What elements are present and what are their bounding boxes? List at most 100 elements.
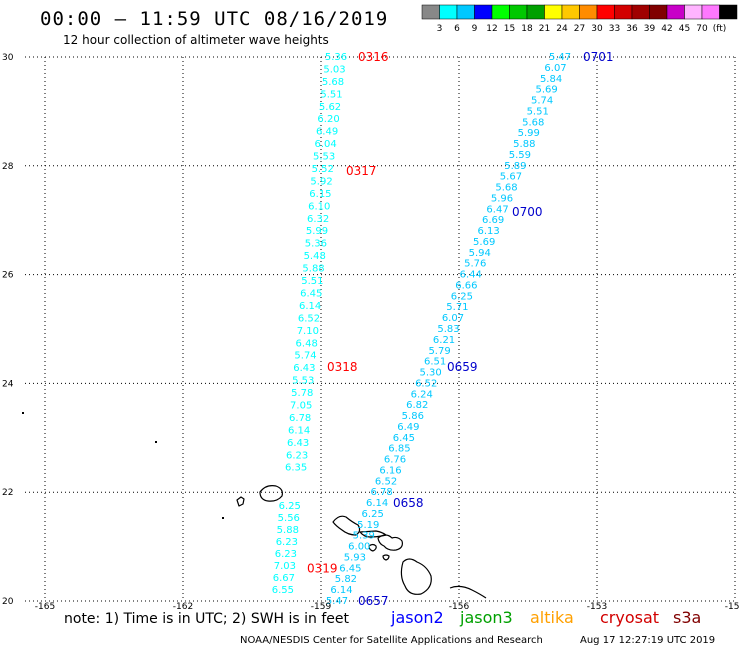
swh-value-cryosat: 6.14 [288, 425, 310, 436]
swh-value-jason2: 6.14 [330, 585, 352, 596]
legend-swatch [701, 4, 720, 20]
time-label-jason2: 0658 [393, 496, 424, 510]
x-tick-label: -150 [725, 602, 740, 612]
map-grid [25, 56, 736, 602]
time-label-cryosat: 0317 [346, 164, 377, 178]
swh-value-jason2: 5.89 [504, 161, 526, 172]
swh-value-cryosat: 6.43 [287, 438, 309, 449]
swh-value-cryosat: 6.43 [293, 363, 315, 374]
swh-value-jason2: 5.94 [469, 248, 491, 259]
page-subtitle: 12 hour collection of altimeter wave hei… [63, 33, 329, 47]
swh-value-cryosat: 6.32 [307, 214, 329, 225]
swh-value-cryosat: 7.03 [274, 561, 296, 572]
legend-label: 36 [626, 24, 638, 34]
legend-label: 30 [591, 24, 603, 34]
swh-value-cryosat: 5.78 [291, 388, 313, 399]
time-label-jason2: 0657 [358, 594, 389, 608]
y-tick-label: 26 [2, 271, 14, 281]
swh-value-jason2: 5.93 [344, 552, 366, 563]
legend-label: 70 [696, 24, 708, 34]
islet-dot [155, 441, 157, 443]
swh-value-cryosat: 5.52 [312, 164, 334, 175]
y-tick-label: 28 [2, 162, 14, 172]
legend-label: 39 [644, 24, 656, 34]
swh-value-cryosat: 5.53 [313, 152, 335, 163]
swh-value-cryosat: 6.15 [309, 189, 331, 200]
swh-value-jason2: 6.25 [362, 509, 384, 520]
swh-value-jason2: 6.45 [393, 433, 415, 444]
kauai-island [259, 485, 283, 502]
maui-island [377, 534, 403, 551]
swh-value-jason2: 6.69 [482, 215, 504, 226]
swh-value-jason2: 6.14 [366, 498, 388, 509]
x-tick-label: -156 [449, 602, 470, 612]
legend-swatch [631, 4, 650, 20]
swh-value-cryosat: 6.25 [279, 501, 301, 512]
swh-value-cryosat: 5.92 [310, 176, 332, 187]
swh-value-cryosat: 6.23 [276, 537, 298, 548]
note-text: note: 1) Time is in UTC; 2) SWH is in fe… [64, 611, 350, 627]
legend-swatch [684, 4, 703, 20]
legend-swatch [719, 4, 738, 20]
swh-value-jason2: 6.44 [460, 270, 482, 281]
legend-label: 3 [437, 24, 443, 34]
satellite-label-s3a: s3a [673, 608, 702, 627]
swh-value-jason2: 6.76 [384, 455, 406, 466]
swh-value-cryosat: 5.48 [304, 251, 326, 262]
swh-value-cryosat: 6.48 [296, 338, 318, 349]
swh-value-cryosat: 5.03 [323, 64, 345, 75]
swh-value-jason2: 5.47 [326, 596, 348, 607]
swh-value-jason2: 5.30 [420, 368, 442, 379]
swh-value-cryosat: 5.36 [325, 52, 347, 63]
swh-value-jason2: 5.19 [357, 520, 379, 531]
swh-value-cryosat: 6.10 [308, 201, 330, 212]
swh-value-jason2: 6.16 [379, 465, 401, 476]
swh-value-jason2: 5.59 [509, 150, 531, 161]
swh-value-jason2: 5.76 [464, 259, 486, 270]
swh-value-jason2: 5.68 [522, 117, 544, 128]
legend-swatch [439, 4, 458, 20]
legend-label: 27 [574, 24, 585, 34]
swh-value-jason2: 6.85 [388, 444, 410, 455]
color-legend: 3 6 9 12 15 18 21 24 27 30 33 36 39 42 45 70 (ft) [421, 4, 738, 34]
swh-value-cryosat: 6.49 [316, 127, 338, 138]
time-label-jason2: 0659 [447, 360, 478, 374]
oahu-island [332, 515, 361, 536]
x-tick-label: -162 [173, 602, 193, 612]
swh-value-cryosat: 5.36 [305, 239, 327, 250]
swh-value-jason2: 6.47 [486, 204, 508, 215]
y-tick-label: 22 [2, 488, 13, 498]
swh-value-jason2: 6.07 [442, 313, 464, 324]
swh-value-jason2: 5.74 [531, 96, 553, 107]
x-tick-label: -153 [587, 602, 607, 612]
legend-label: 45 [679, 24, 690, 34]
legend-label: 12 [486, 24, 497, 34]
swh-value-jason2: 5.84 [540, 74, 562, 85]
swh-value-cryosat: 5.56 [278, 513, 300, 524]
swh-value-jason2: 5.96 [491, 193, 513, 204]
molokai-island [359, 530, 387, 538]
swh-value-cryosat: 6.14 [299, 301, 321, 312]
legend-label: 24 [556, 24, 568, 34]
time-label-cryosat: 0319 [307, 561, 338, 575]
legend-swatch [614, 4, 633, 20]
lanai-island [368, 543, 377, 552]
islet-dot [222, 517, 224, 519]
swh-value-jason2: 5.69 [473, 237, 495, 248]
swh-value-jason2: 5.51 [527, 106, 549, 117]
swh-value-jason2: 6.52 [415, 378, 437, 389]
legend-label: (ft) [713, 24, 727, 34]
x-tick-label: -165 [35, 602, 55, 612]
hawaii-island [400, 558, 432, 595]
legend-label: 9 [472, 24, 478, 34]
legend-swatch [649, 4, 668, 20]
swh-value-cryosat: 5.51 [301, 276, 323, 287]
satellite-label-jason2: jason2 [391, 608, 444, 627]
credit-text: NOAA/NESDIS Center for Satellite Applica… [240, 635, 543, 646]
legend-swatch [526, 4, 545, 20]
swh-value-jason2: 6.13 [478, 226, 500, 237]
swh-value-jason2: 6.25 [451, 291, 473, 302]
satellite-label-jason3: jason3 [460, 608, 513, 627]
